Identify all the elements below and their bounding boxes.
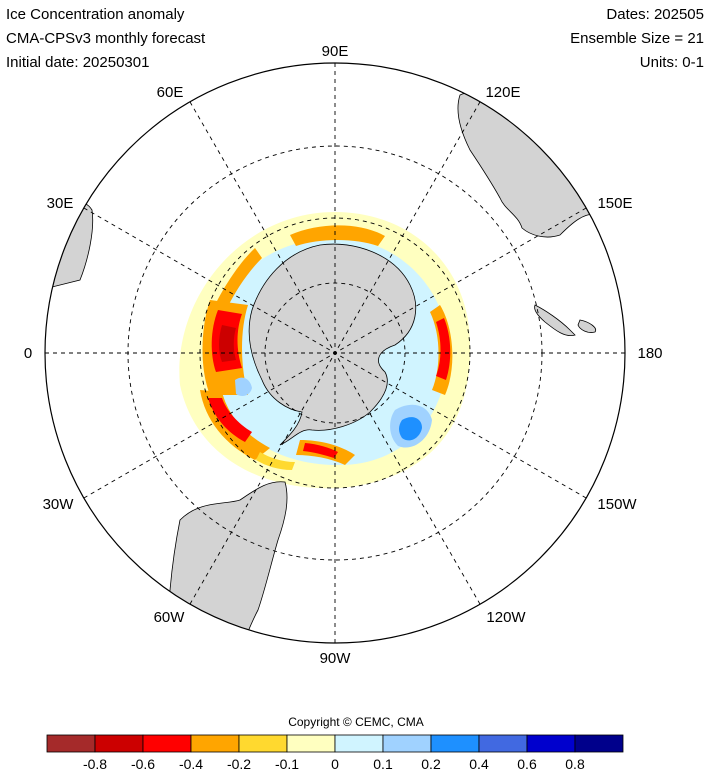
- graticule: [45, 63, 625, 643]
- colorbar-box: [574, 734, 624, 753]
- colorbar-tick-labels: -0.8 -0.6 -0.4 -0.2 -0.1 0 0.1 0.2 0.4 0.6 0.8: [83, 756, 585, 772]
- colorbar-tick-label: 0.4: [469, 756, 489, 772]
- map-boundary: [44, 62, 626, 644]
- colorbar-box: [46, 734, 96, 753]
- colorbar-tick-label: 0: [331, 756, 339, 772]
- colorbar-tick-label: 0.1: [373, 756, 393, 772]
- lon-label-120e: 120E: [485, 84, 520, 101]
- map-subtitle: CMA-CPSv3 monthly forecast: [6, 30, 206, 47]
- colorbar-box: [286, 734, 336, 753]
- colorbar-box: [94, 734, 144, 753]
- lon-label-30w: 30W: [43, 496, 75, 513]
- new-zealand-land: [534, 304, 597, 337]
- colorbar-box: [238, 734, 288, 753]
- lon-label-90w: 90W: [320, 650, 352, 667]
- copyright-text: Copyright © CEMC, CMA: [288, 715, 424, 729]
- lon-label-180: 180: [637, 345, 662, 362]
- lon-label-60w: 60W: [154, 609, 186, 626]
- colorbar-box: [190, 734, 240, 753]
- colorbar-tick-label: -0.1: [275, 756, 299, 772]
- antarctica-land: [248, 243, 417, 446]
- units-label: Units: 0-1: [639, 54, 704, 71]
- colorbar-boxes: [46, 734, 624, 753]
- colorbar-box: [526, 734, 576, 753]
- initial-date: Initial date: 20250301: [6, 54, 150, 71]
- colorbar-tick-label: -0.6: [131, 756, 155, 772]
- ensemble-size: Ensemble Size = 21: [570, 30, 704, 47]
- colorbar-tick-label: 0.2: [421, 756, 441, 772]
- map-content: [45, 63, 625, 643]
- colorbar-tick-label: -0.4: [179, 756, 203, 772]
- colorbar-tick-label: 0.6: [517, 756, 537, 772]
- colorbar-box: [142, 734, 192, 753]
- lon-label-90e: 90E: [322, 43, 349, 60]
- lon-label-30e: 30E: [47, 195, 74, 212]
- polar-map: 90E 120E 150E 180 150W 120W 90W 60W 30W …: [24, 43, 663, 667]
- map-title: Ice Concentration anomaly: [6, 6, 185, 23]
- lon-label-120w: 120W: [486, 609, 526, 626]
- colorbar-box: [382, 734, 432, 753]
- lon-label-60e: 60E: [157, 84, 184, 101]
- lon-label-150w: 150W: [597, 496, 637, 513]
- colorbar-box: [478, 734, 528, 753]
- colorbar-tick-label: -0.8: [83, 756, 107, 772]
- lon-label-150e: 150E: [597, 195, 632, 212]
- longitude-labels: 90E 120E 150E 180 150W 120W 90W 60W 30W …: [24, 43, 663, 667]
- colorbar-box: [334, 734, 384, 753]
- forecast-dates: Dates: 202505: [606, 6, 704, 23]
- colorbar-tick-label: -0.2: [227, 756, 251, 772]
- lon-label-0: 0: [24, 345, 32, 362]
- colorbar-tick-label: 0.8: [565, 756, 585, 772]
- colorbar-box: [430, 734, 480, 753]
